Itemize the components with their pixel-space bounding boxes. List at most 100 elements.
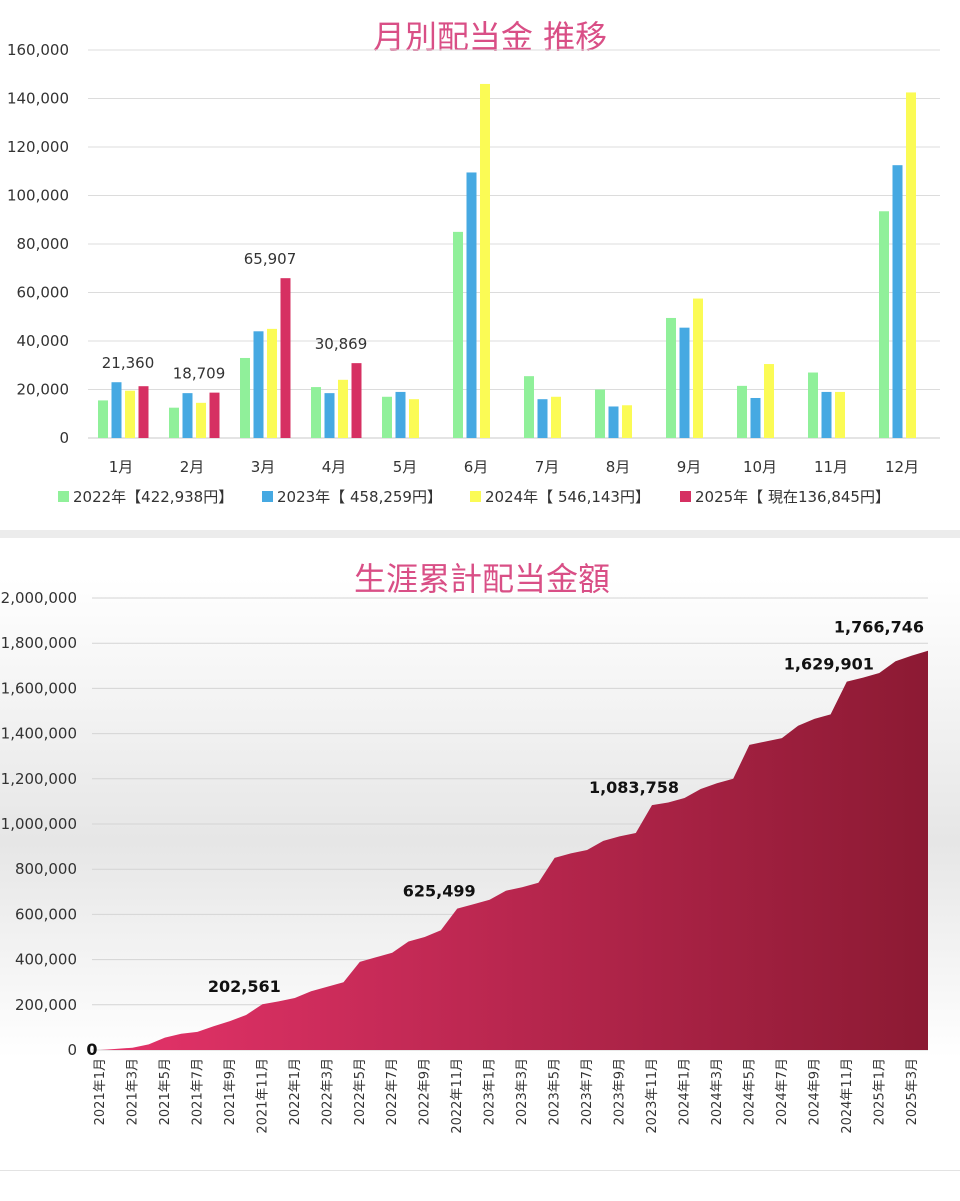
x-tick-label: 2021年11月: [255, 1058, 270, 1134]
bar: [679, 327, 690, 438]
bar: [98, 400, 108, 438]
x-tick-label: 2024年11月: [840, 1058, 855, 1134]
bar: [169, 407, 179, 438]
x-tick-label: 2021年7月: [190, 1058, 205, 1125]
bar: [608, 406, 619, 438]
data-label: 1,629,901: [784, 655, 874, 674]
y-tick-label: 0: [67, 1041, 77, 1059]
x-axis-categories: 1月 2月 3月 4月 5月 6月 7月 8月 9月 10月 11月 12月: [109, 458, 919, 476]
y-tick-label: 100,000: [7, 187, 69, 205]
bar: [382, 396, 392, 438]
legend-swatch: [262, 491, 273, 502]
x-tick-label: 2025年3月: [905, 1058, 920, 1125]
bar: [595, 389, 605, 438]
bar: [808, 372, 818, 438]
bar: [892, 165, 903, 438]
y-gridlines: [88, 49, 940, 439]
x-tick-label: 2023年1月: [483, 1058, 498, 1125]
y-tick-label: 600,000: [15, 905, 77, 923]
bar: [196, 402, 206, 438]
data-label: 202,561: [208, 977, 281, 996]
bar: [395, 391, 406, 438]
y-tick-label: 200,000: [15, 996, 77, 1014]
data-label: 0: [86, 1040, 97, 1059]
data-label: 21,360: [102, 354, 155, 372]
bar: [209, 392, 220, 438]
y-tick-label: 40,000: [17, 332, 70, 350]
y-tick-label: 160,000: [7, 41, 69, 59]
x-axis-ticks: 2021年1月 2021年3月 2021年5月 2021年7月 2021年9月 2021年…: [93, 1058, 920, 1134]
bar: [280, 278, 291, 438]
x-category-label: 4月: [322, 458, 347, 476]
x-tick-label: 2024年9月: [807, 1058, 822, 1125]
y-tick-label: 2,000,000: [1, 589, 77, 607]
cumulative-area: [100, 650, 928, 1050]
bar: [267, 328, 277, 438]
x-category-label: 8月: [606, 458, 631, 476]
chart-title: 生涯累計配当金額: [354, 560, 610, 598]
bar: [453, 231, 463, 438]
x-tick-label: 2022年5月: [353, 1058, 368, 1125]
x-tick-label: 2023年5月: [548, 1058, 563, 1125]
legend-label: 2023年【 458,259円】: [277, 488, 442, 506]
y-axis-ticks: 0 200,000 400,000 600,000 800,000 1,000,000 1,…: [1, 589, 77, 1059]
x-category-label: 1月: [109, 458, 134, 476]
data-labels: 21,360 18,709 65,907 30,869: [102, 250, 368, 382]
x-category-label: 11月: [814, 458, 848, 476]
data-labels: 0 202,561 625,499 1,083,758 1,629,901 1,766,7…: [86, 618, 924, 1059]
y-tick-label: 1,800,000: [1, 634, 77, 652]
panel-divider: [0, 530, 960, 538]
legend-swatch: [680, 491, 691, 502]
bar: [125, 390, 135, 438]
x-tick-label: 2022年3月: [320, 1058, 335, 1125]
x-category-label: 6月: [464, 458, 489, 476]
data-label: 30,869: [315, 335, 368, 353]
data-label: 625,499: [403, 882, 476, 901]
cumulative-dividend-chart: 生涯累計配当金額 0 200,000 400,000 600,000 800,000 1,…: [0, 560, 960, 1134]
y-tick-label: 120,000: [7, 138, 69, 156]
bar: [821, 391, 832, 438]
bar: [524, 376, 534, 438]
x-category-label: 9月: [677, 458, 702, 476]
y-tick-label: 20,000: [17, 381, 70, 399]
x-tick-label: 2023年11月: [645, 1058, 660, 1134]
bar: [138, 386, 149, 438]
x-tick-label: 2022年11月: [450, 1058, 465, 1134]
bar: [111, 382, 122, 438]
legend-label: 2025年【 現在136,845円】: [695, 488, 890, 506]
bar: [622, 405, 632, 438]
data-label: 1,766,746: [834, 618, 924, 637]
x-category-label: 3月: [251, 458, 276, 476]
y-tick-label: 800,000: [15, 860, 77, 878]
bar: [466, 172, 477, 438]
x-category-label: 5月: [393, 458, 418, 476]
bar: [253, 331, 264, 438]
x-tick-label: 2024年5月: [742, 1058, 757, 1125]
data-label: 1,083,758: [589, 778, 679, 797]
x-tick-label: 2021年3月: [125, 1058, 140, 1125]
bar: [551, 396, 561, 438]
legend-label: 2022年【422,938円】: [73, 488, 233, 506]
y-tick-label: 0: [59, 429, 69, 447]
monthly-dividend-chart-panel: 月別配当金 推移 0 20,000 40,000 60,000 80,000 100,00…: [0, 0, 960, 530]
bar: [480, 83, 490, 438]
legend-swatch: [470, 491, 481, 502]
legend-swatch: [58, 491, 69, 502]
bar: [537, 399, 548, 438]
y-tick-label: 1,400,000: [1, 725, 77, 743]
x-tick-label: 2021年1月: [93, 1058, 108, 1125]
y-tick-label: 400,000: [15, 951, 77, 969]
bar: [324, 393, 335, 438]
bar: [906, 92, 916, 438]
x-tick-label: 2023年3月: [515, 1058, 530, 1125]
page-footer-area: [0, 1170, 960, 1201]
bar: [351, 363, 362, 438]
x-category-label: 12月: [885, 458, 919, 476]
y-axis-ticks: 0 20,000 40,000 60,000 80,000 100,000 120,000 1…: [7, 41, 69, 447]
x-tick-label: 2023年7月: [580, 1058, 595, 1125]
y-tick-label: 80,000: [17, 235, 70, 253]
monthly-dividend-chart: 月別配当金 推移 020,00040,00060,00080,000100,00…: [7, 18, 940, 506]
y-tick-label: 60,000: [17, 284, 70, 302]
bar: [338, 379, 348, 438]
bar: [693, 298, 703, 438]
